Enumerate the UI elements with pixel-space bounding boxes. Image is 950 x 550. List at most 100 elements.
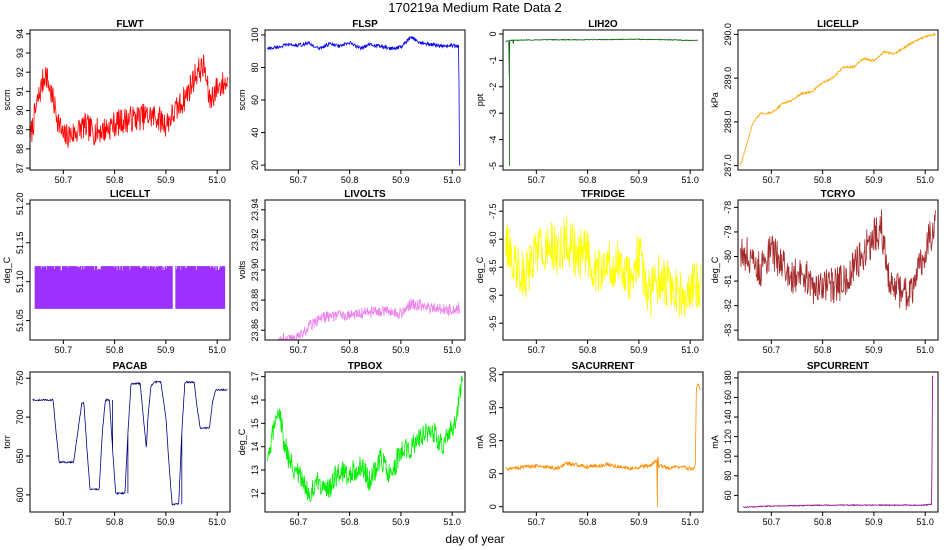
y-tick-label: 288.0 — [723, 111, 733, 134]
y-tick-label: 650 — [15, 448, 25, 463]
y-tick-label: 13 — [250, 465, 260, 475]
x-tick-label: 50.9 — [392, 345, 410, 355]
x-tick-label: 50.8 — [341, 517, 359, 527]
x-tick-label: 50.9 — [865, 345, 883, 355]
y-tick-label: 600 — [15, 487, 25, 502]
y-axis-label-licellp: kPa — [710, 92, 720, 108]
y-axis-label-livolts: volts — [237, 260, 247, 279]
y-tick-label: 12 — [250, 488, 260, 498]
y-tick-label: 51.15 — [15, 232, 25, 255]
plot-frame-licellp — [737, 29, 939, 171]
x-tick-label: 50.9 — [392, 175, 410, 185]
x-tick-label: 50.9 — [630, 517, 648, 527]
y-tick-label: 180 — [723, 370, 733, 385]
y-tick-label: 51.05 — [15, 309, 25, 332]
x-tick-label: 50.9 — [865, 175, 883, 185]
y-tick-label: 17 — [250, 372, 260, 382]
y-tick-label: -83 — [723, 324, 733, 337]
y-axis-label-pacab: torr — [2, 435, 12, 449]
series-line-tpbox — [267, 375, 463, 503]
plot-frame-pacab — [29, 371, 231, 513]
x-tick-label: 50.8 — [814, 517, 832, 527]
y-tick-label: 150 — [488, 400, 498, 415]
plot-frame-lih2o — [502, 29, 704, 171]
series-line-flwt — [29, 54, 228, 148]
y-tick-label: -2 — [488, 83, 498, 91]
x-tick-label: 50.7 — [290, 517, 308, 527]
series-line-licellt — [34, 266, 226, 309]
x-tick-label: 50.7 — [290, 345, 308, 355]
y-tick-label: -5 — [488, 162, 498, 170]
y-axis-label-flwt: sccm — [2, 90, 12, 111]
panel-title-tcryo: TCRYO — [821, 189, 856, 200]
y-tick-label: 51.10 — [15, 270, 25, 293]
y-tick-label: 160 — [723, 390, 733, 405]
panel-title-tpbox: TPBOX — [348, 361, 383, 372]
y-tick-label: -81 — [723, 275, 733, 288]
y-tick-label: -1 — [488, 56, 498, 64]
panel-title-flsp: FLSP — [352, 19, 378, 30]
panel-spcurrent: SPCURRENT mA 50.7 50.8 50.9 51.0 60 80 100 120 140… — [710, 361, 939, 527]
y-tick-label: 88 — [15, 144, 25, 154]
series-line-spcurrent — [742, 375, 934, 508]
y-axis-label-licellt: deg_C — [2, 256, 12, 283]
plot-frame-flwt — [29, 29, 231, 171]
y-tick-label: 94 — [15, 29, 25, 39]
panel-title-pacab: PACAB — [113, 361, 148, 372]
x-tick-label: 50.8 — [341, 175, 359, 185]
y-tick-label: 80 — [250, 62, 260, 72]
y-axis-label-lih2o: ppt — [475, 93, 485, 106]
x-tick-label: 50.9 — [157, 517, 175, 527]
y-tick-label: 89 — [15, 125, 25, 135]
y-axis-label-sacurrent: mA — [475, 435, 485, 449]
series-line-tcryo — [740, 209, 936, 311]
series-line-livolts — [277, 298, 461, 340]
x-tick-label: 50.9 — [157, 345, 175, 355]
y-tick-label: 23.90 — [250, 259, 260, 282]
y-tick-label: 23.94 — [250, 199, 260, 222]
y-tick-label: 14 — [250, 442, 260, 452]
x-tick-label: 50.7 — [763, 517, 781, 527]
y-tick-label: -82 — [723, 299, 733, 312]
y-tick-label: 80 — [723, 471, 733, 481]
series-line-flsp — [267, 35, 461, 166]
y-tick-label: 100 — [488, 433, 498, 448]
series-line-sacurrent — [505, 383, 701, 507]
y-axis-label-flsp: sccm — [237, 90, 247, 111]
y-tick-label: -4 — [488, 136, 498, 144]
x-tick-label: 50.8 — [106, 175, 124, 185]
plot-frame-spcurrent — [737, 371, 939, 513]
series-line-pacab — [32, 380, 228, 506]
panel-title-livolts: LIVOLTS — [344, 189, 386, 200]
x-tick-label: 51.0 — [681, 517, 699, 527]
y-tick-label: 200 — [488, 367, 498, 382]
panel-licellp: LICELLP kPa 50.7 50.8 50.9 51.0 287.0 288.0 289.… — [710, 19, 939, 185]
y-tick-label: 91 — [15, 86, 25, 96]
plot-frame-tfridge — [502, 199, 704, 341]
x-tick-label: 51.0 — [443, 175, 461, 185]
x-tick-label: 51.0 — [208, 175, 226, 185]
x-tick-label: 51.0 — [916, 517, 934, 527]
panel-tcryo: TCRYO deg_C 50.7 50.8 50.9 51.0 -83 -82 -81 -80 -7… — [710, 189, 939, 355]
panel-title-flwt: FLWT — [116, 19, 143, 30]
panel-title-licellt: LICELLT — [110, 189, 150, 200]
panel-title-spcurrent: SPCURRENT — [807, 361, 869, 372]
y-tick-label: 15 — [250, 418, 260, 428]
y-tick-label: 87 — [15, 163, 25, 173]
y-tick-label: 287.0 — [723, 154, 733, 177]
y-tick-label: 750 — [15, 371, 25, 386]
panel-pacab: PACAB torr 50.7 50.8 50.9 51.0 600 650 700 750 — [2, 361, 231, 527]
x-tick-label: 51.0 — [443, 345, 461, 355]
plot-frame-sacurrent — [502, 371, 704, 513]
y-tick-label: 100 — [250, 27, 260, 42]
x-tick-label: 50.9 — [157, 175, 175, 185]
x-tick-label: 51.0 — [916, 345, 934, 355]
y-axis-label-tcryo: deg_C — [710, 256, 720, 283]
x-tick-label: 50.8 — [579, 175, 597, 185]
x-tick-label: 50.7 — [55, 517, 73, 527]
series-line-licellp — [740, 32, 936, 166]
y-tick-label: -8.5 — [488, 259, 498, 275]
x-tick-label: 51.0 — [681, 175, 699, 185]
x-tick-label: 50.8 — [341, 345, 359, 355]
x-tick-label: 51.0 — [443, 517, 461, 527]
